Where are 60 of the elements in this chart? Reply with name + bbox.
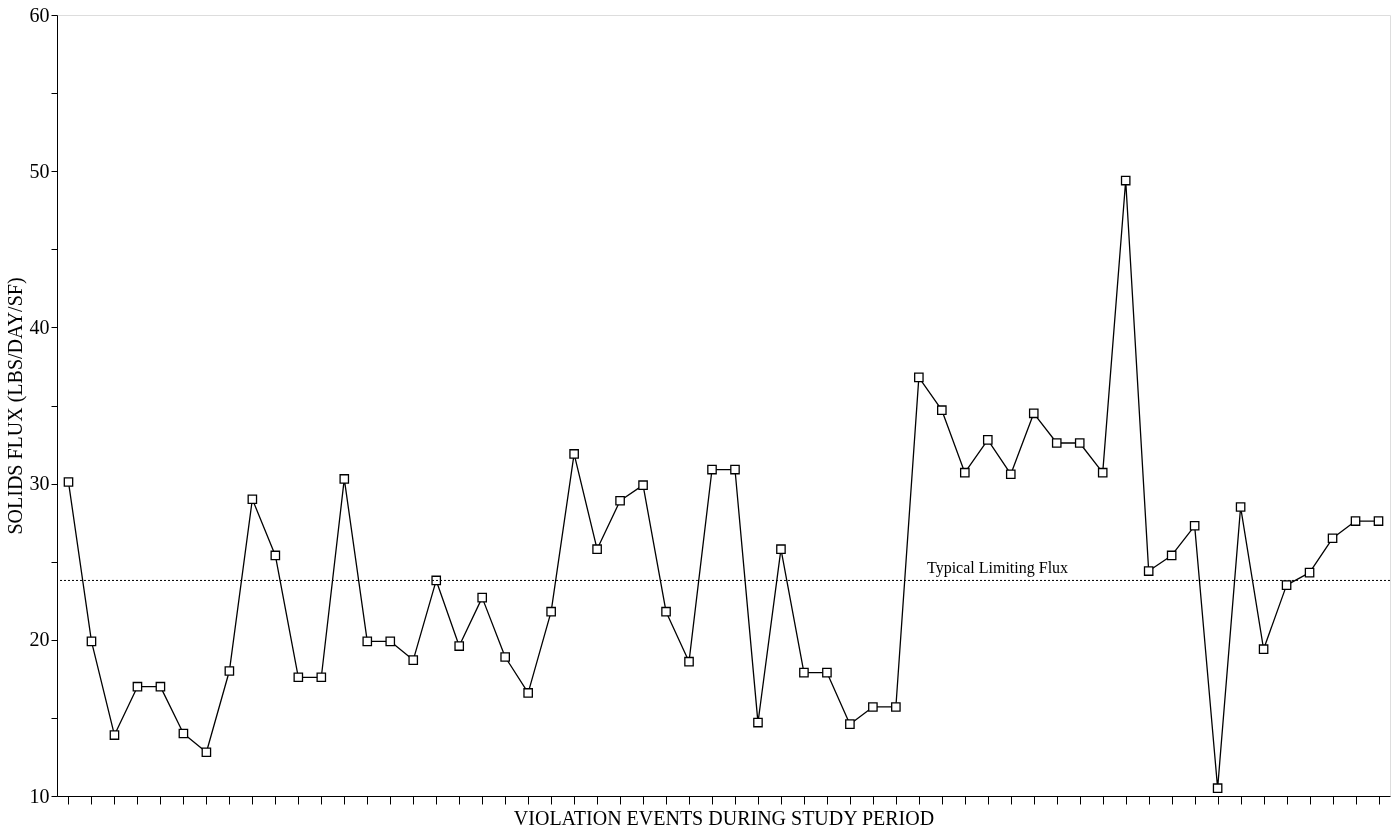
point xyxy=(408,655,419,665)
point xyxy=(1327,533,1338,544)
point xyxy=(224,666,235,676)
point xyxy=(592,544,602,555)
point xyxy=(454,641,465,651)
point xyxy=(385,636,396,647)
point xyxy=(316,672,327,683)
point xyxy=(776,544,786,555)
point xyxy=(982,435,993,445)
point xyxy=(523,688,533,698)
y-tick-label: 40 xyxy=(29,315,50,338)
point xyxy=(339,474,350,484)
y-tick-label: 60 xyxy=(29,3,50,26)
point xyxy=(753,717,763,728)
point xyxy=(477,592,488,603)
point xyxy=(661,606,671,617)
point xyxy=(615,495,625,506)
ref-line-label: Typical Limiting Flux xyxy=(927,559,1069,578)
point xyxy=(868,702,878,712)
point xyxy=(1097,467,1108,478)
point xyxy=(638,480,648,490)
point xyxy=(822,667,832,678)
point xyxy=(63,477,74,487)
point xyxy=(937,405,947,416)
point xyxy=(891,702,901,712)
point xyxy=(500,652,510,662)
point xyxy=(546,606,556,617)
point xyxy=(799,667,809,678)
y-axis-title: SOLIDS FLUX (LBS/DAY/SF) xyxy=(3,277,27,535)
point xyxy=(431,575,442,586)
point xyxy=(914,372,924,383)
point xyxy=(1258,644,1269,655)
point xyxy=(1373,516,1384,526)
point xyxy=(201,747,212,758)
point xyxy=(845,719,855,729)
x-axis-title: VIOLATION EVENTS DURING STUDY PERIOD xyxy=(513,807,935,829)
point xyxy=(730,464,740,475)
point xyxy=(707,464,717,475)
point xyxy=(1143,566,1154,576)
point xyxy=(1051,438,1062,448)
point xyxy=(569,449,579,459)
point xyxy=(1281,580,1292,590)
point xyxy=(1189,520,1200,531)
point xyxy=(1074,438,1085,448)
point xyxy=(1028,408,1039,419)
point xyxy=(362,636,373,647)
point xyxy=(959,467,970,478)
point xyxy=(1005,469,1016,480)
point xyxy=(1120,175,1131,186)
y-tick-label: 30 xyxy=(29,472,50,495)
y-tick-label: 10 xyxy=(29,784,50,807)
point xyxy=(1350,516,1361,526)
point xyxy=(109,730,120,740)
point xyxy=(1212,783,1223,794)
point xyxy=(247,494,258,505)
point xyxy=(684,656,694,667)
point xyxy=(293,672,304,683)
y-tick-label: 50 xyxy=(29,159,50,182)
y-tick-label: 20 xyxy=(29,628,50,651)
point xyxy=(1235,502,1246,512)
